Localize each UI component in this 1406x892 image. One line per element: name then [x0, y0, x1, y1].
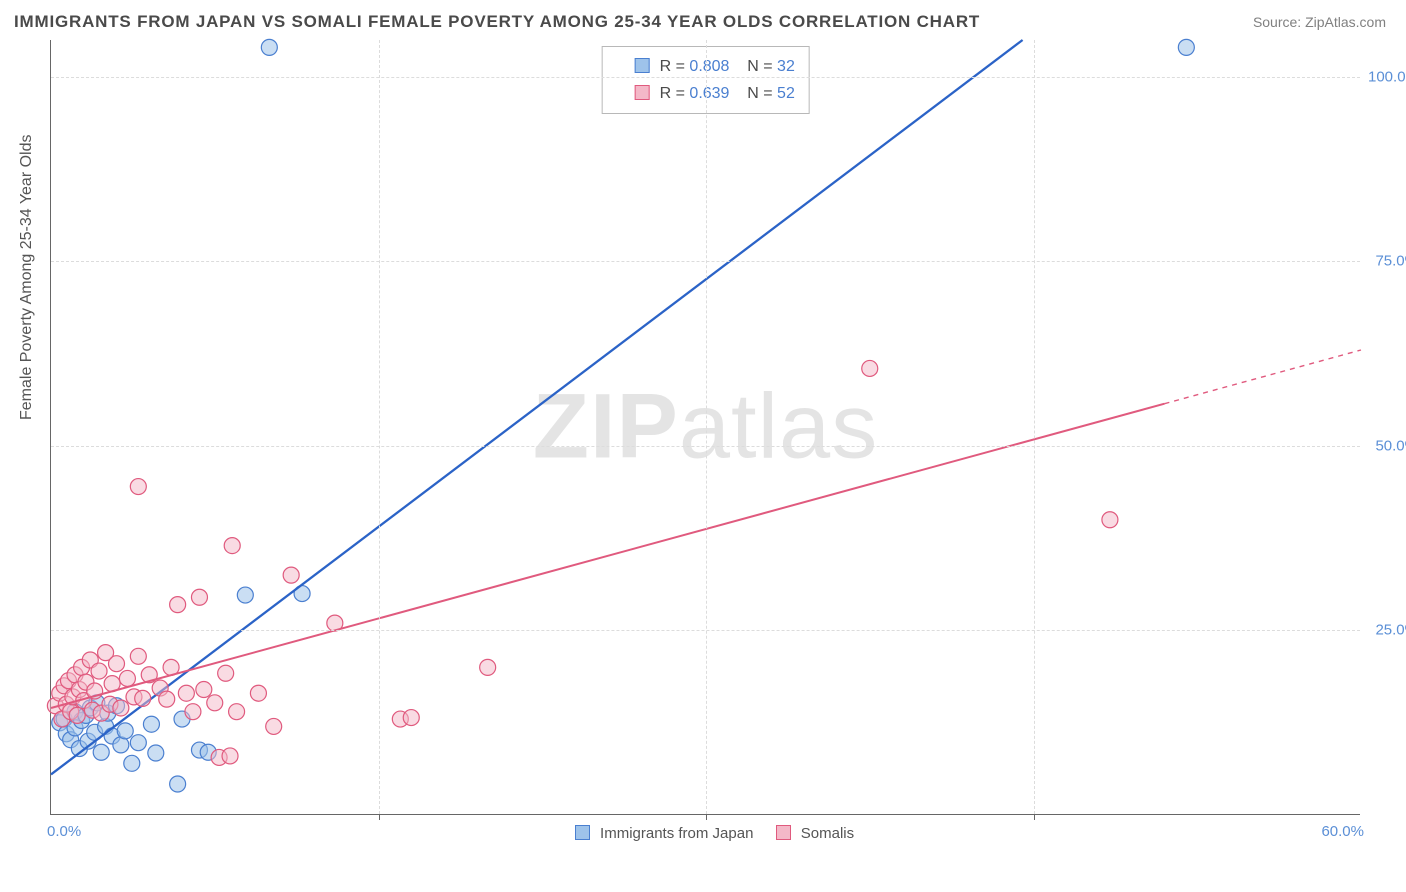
- data-point-somalis: [130, 648, 146, 664]
- grid-v: [1034, 40, 1035, 814]
- data-point-somalis: [170, 597, 186, 613]
- data-point-japan: [93, 744, 109, 760]
- y-tick-label: 50.0%: [1368, 437, 1406, 454]
- y-axis-label: Female Poverty Among 25-34 Year Olds: [18, 135, 36, 421]
- legend-bottom: Immigrants from Japan Somalis: [51, 825, 1360, 842]
- data-point-somalis: [283, 567, 299, 583]
- data-point-somalis: [135, 690, 151, 706]
- data-point-japan: [261, 39, 277, 55]
- data-point-somalis: [113, 700, 129, 716]
- grid-v: [706, 40, 707, 814]
- data-point-somalis: [159, 691, 175, 707]
- legend-R-label: R =: [660, 58, 685, 75]
- data-point-japan: [117, 723, 133, 739]
- legend-bottom-swatch-2: [776, 825, 791, 840]
- plot-area: ZIPatlas R = 0.808 N = 32 R = 0.639 N = …: [50, 40, 1360, 815]
- data-point-somalis: [119, 670, 135, 686]
- chart-title: IMMIGRANTS FROM JAPAN VS SOMALI FEMALE P…: [14, 12, 980, 32]
- data-point-somalis: [109, 656, 125, 672]
- legend-bottom-swatch-1: [575, 825, 590, 840]
- data-point-somalis: [218, 665, 234, 681]
- source-label: Source: ZipAtlas.com: [1253, 14, 1386, 30]
- legend-bottom-label-1: Immigrants from Japan: [600, 825, 753, 842]
- data-point-japan: [130, 735, 146, 751]
- data-point-somalis: [266, 718, 282, 734]
- legend-R-label2: R =: [660, 85, 685, 102]
- legend-N-japan: 32: [777, 58, 795, 75]
- data-point-japan: [237, 587, 253, 603]
- trend-line-dashed-somalis: [1165, 350, 1362, 404]
- trend-line-somalis: [51, 404, 1165, 708]
- data-point-somalis: [91, 663, 107, 679]
- y-tick-label: 25.0%: [1368, 622, 1406, 639]
- legend-R-japan: 0.808: [689, 58, 729, 75]
- grid-v: [379, 40, 380, 814]
- data-point-somalis: [480, 659, 496, 675]
- legend-R-somalis: 0.639: [689, 85, 729, 102]
- legend-N-somalis: 52: [777, 85, 795, 102]
- data-point-somalis: [862, 360, 878, 376]
- x-tick-mark: [706, 814, 707, 820]
- data-point-somalis: [69, 707, 85, 723]
- trend-line-japan: [51, 40, 1023, 774]
- data-point-somalis: [178, 685, 194, 701]
- data-point-japan: [143, 716, 159, 732]
- data-point-somalis: [1102, 512, 1118, 528]
- legend-swatch-somalis: [634, 85, 649, 100]
- x-tick-label: 0.0%: [47, 823, 81, 840]
- data-point-japan: [170, 776, 186, 792]
- data-point-somalis: [224, 538, 240, 554]
- data-point-somalis: [207, 695, 223, 711]
- data-point-japan: [148, 745, 164, 761]
- y-tick-label: 75.0%: [1368, 253, 1406, 270]
- data-point-somalis: [222, 748, 238, 764]
- x-tick-mark: [379, 814, 380, 820]
- data-point-somalis: [403, 710, 419, 726]
- y-tick-label: 100.0%: [1368, 68, 1406, 85]
- legend-bottom-label-2: Somalis: [801, 825, 854, 842]
- data-point-japan: [1178, 39, 1194, 55]
- x-tick-label: 60.0%: [1321, 823, 1364, 840]
- legend-swatch-japan: [634, 58, 649, 73]
- data-point-somalis: [130, 479, 146, 495]
- data-point-somalis: [191, 589, 207, 605]
- legend-N-label: N =: [747, 58, 772, 75]
- data-point-somalis: [185, 704, 201, 720]
- legend-N-label2: N =: [747, 85, 772, 102]
- data-point-somalis: [196, 682, 212, 698]
- data-point-somalis: [229, 704, 245, 720]
- data-point-somalis: [250, 685, 266, 701]
- x-tick-mark: [1034, 814, 1035, 820]
- data-point-japan: [124, 755, 140, 771]
